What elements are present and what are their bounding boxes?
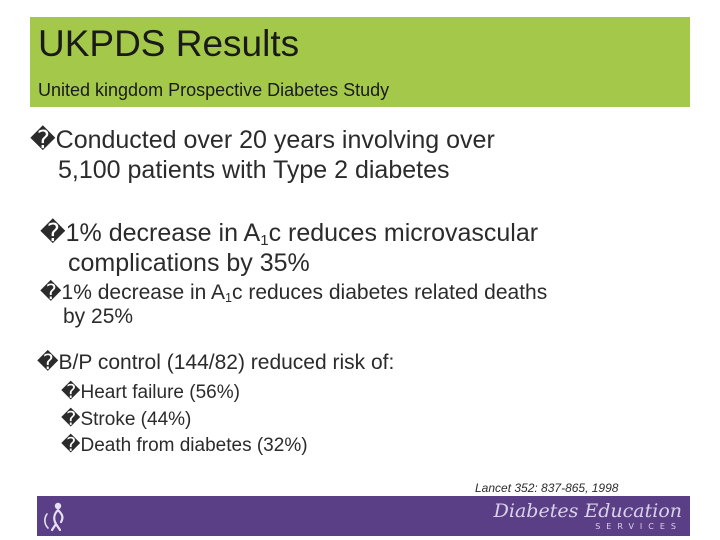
person-figure-logo-icon bbox=[44, 502, 64, 532]
sub-bullet-stroke: �Stroke (44%) bbox=[61, 408, 191, 431]
slide-subtitle: United kingdom Prospective Diabetes Stud… bbox=[38, 80, 390, 100]
bullet-text-pre: 1% decrease in A bbox=[65, 219, 261, 247]
bullet-text-post: c reduces microvascular bbox=[268, 219, 539, 247]
bullet-text-line2: complications by 35% bbox=[68, 249, 310, 277]
sub-bullet-marker: � bbox=[61, 409, 81, 430]
bullet-text-line1: Conducted over 20 years involving over bbox=[55, 126, 495, 154]
bullet-text: B/P control (144/82) reduced risk of: bbox=[58, 351, 395, 374]
footer-bar: Diabetes Education SERVICES bbox=[37, 496, 690, 536]
bullet-deaths: �1% decrease in A1c reduces diabetes rel… bbox=[40, 280, 547, 329]
citation: Lancet 352: 837-865, 1998 bbox=[475, 481, 619, 495]
brand-logo: Diabetes Education SERVICES bbox=[494, 500, 682, 532]
bullet-bp-control: �B/P control (144/82) reduced risk of: bbox=[37, 350, 394, 375]
bullet-marker: � bbox=[30, 125, 56, 154]
title-bar: UKPDS Results United kingdom Prospective… bbox=[30, 17, 690, 107]
bullet-study-duration: �Conducted over 20 years involving over … bbox=[30, 125, 495, 185]
subscript: 1 bbox=[260, 231, 269, 249]
slide-title: UKPDS Results bbox=[38, 23, 300, 64]
sub-bullet-death-diabetes: �Death from diabetes (32%) bbox=[61, 434, 308, 457]
subscript: 1 bbox=[224, 291, 232, 306]
bullet-marker: � bbox=[40, 218, 66, 247]
bullet-marker: � bbox=[37, 350, 59, 374]
sub-bullet-text: Heart failure (56%) bbox=[80, 382, 240, 403]
sub-bullet-marker: � bbox=[61, 382, 81, 403]
bullet-text-line2: 5,100 patients with Type 2 diabetes bbox=[58, 156, 450, 184]
sub-bullet-text: Stroke (44%) bbox=[80, 409, 192, 430]
bullet-text-line2: by 25% bbox=[63, 305, 134, 328]
sub-bullet-text: Death from diabetes (32%) bbox=[80, 435, 308, 456]
bullet-text-pre: 1% decrease in A bbox=[61, 281, 225, 304]
sub-bullet-marker: � bbox=[61, 435, 81, 456]
bullet-microvascular: �1% decrease in A1c reduces microvascula… bbox=[40, 218, 538, 278]
brand-name: Diabetes Education bbox=[493, 500, 682, 522]
bullet-text-post: c reduces diabetes related deaths bbox=[232, 281, 548, 304]
brand-subtitle: SERVICES bbox=[595, 522, 682, 531]
sub-bullet-heart-failure: �Heart failure (56%) bbox=[61, 381, 240, 404]
bullet-marker: � bbox=[40, 280, 62, 304]
